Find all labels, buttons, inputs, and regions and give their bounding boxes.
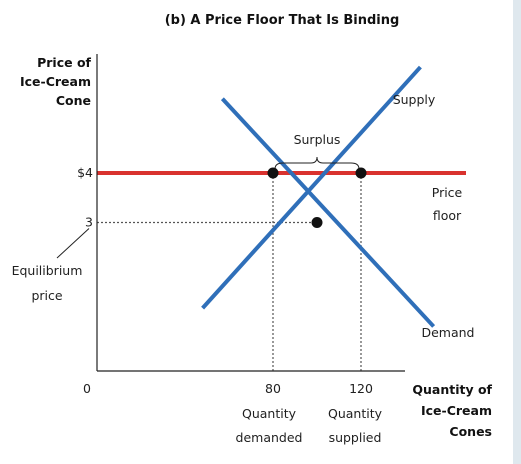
equilibrium-point bbox=[311, 217, 323, 228]
chart-title: (b) A Price Floor That Is Binding bbox=[165, 13, 400, 28]
page-edge-strip bbox=[513, 0, 521, 464]
price-floor-label-line-2: floor bbox=[433, 208, 462, 223]
supply-curve bbox=[201, 65, 422, 310]
quantity-supplied-point bbox=[355, 167, 367, 179]
x-axis-label-line-3: Cones bbox=[449, 424, 492, 439]
equilibrium-label-line-2: price bbox=[31, 288, 62, 303]
y-axis-label-line-3: Cone bbox=[56, 93, 91, 108]
surplus-brace bbox=[274, 156, 360, 170]
quantity-demanded-label-line-2: demanded bbox=[236, 430, 303, 445]
y-axis-label-line-1: Price of bbox=[37, 55, 91, 70]
surplus-label: Surplus bbox=[294, 132, 341, 147]
x-tick-label-80: 80 bbox=[265, 381, 281, 396]
demand-label: Demand bbox=[421, 325, 474, 340]
quantity-demanded-label-line-1: Quantity bbox=[242, 406, 297, 421]
equilibrium-pointer-line bbox=[56, 228, 90, 259]
x-tick-label-120: 120 bbox=[349, 381, 373, 396]
quantity-demanded-point bbox=[267, 167, 279, 179]
equilibrium-label-line-1: Equilibrium bbox=[12, 263, 83, 278]
price-floor-label-line-1: Price bbox=[432, 185, 463, 200]
origin-label: 0 bbox=[83, 381, 91, 396]
x-axis-label-line-1: Quantity of bbox=[412, 382, 492, 397]
quantity-supplied-label-line-1: Quantity bbox=[328, 406, 383, 421]
y-axis-label-line-2: Ice-Cream bbox=[20, 74, 91, 89]
y-tick-label-3: 3 bbox=[85, 215, 93, 230]
y-tick-label-4: $4 bbox=[77, 165, 93, 180]
x-axis-label-line-2: Ice-Cream bbox=[421, 403, 492, 418]
supply-label: Supply bbox=[393, 92, 436, 107]
demand-curve bbox=[220, 97, 436, 328]
quantity-supplied-label-line-2: supplied bbox=[329, 430, 382, 445]
